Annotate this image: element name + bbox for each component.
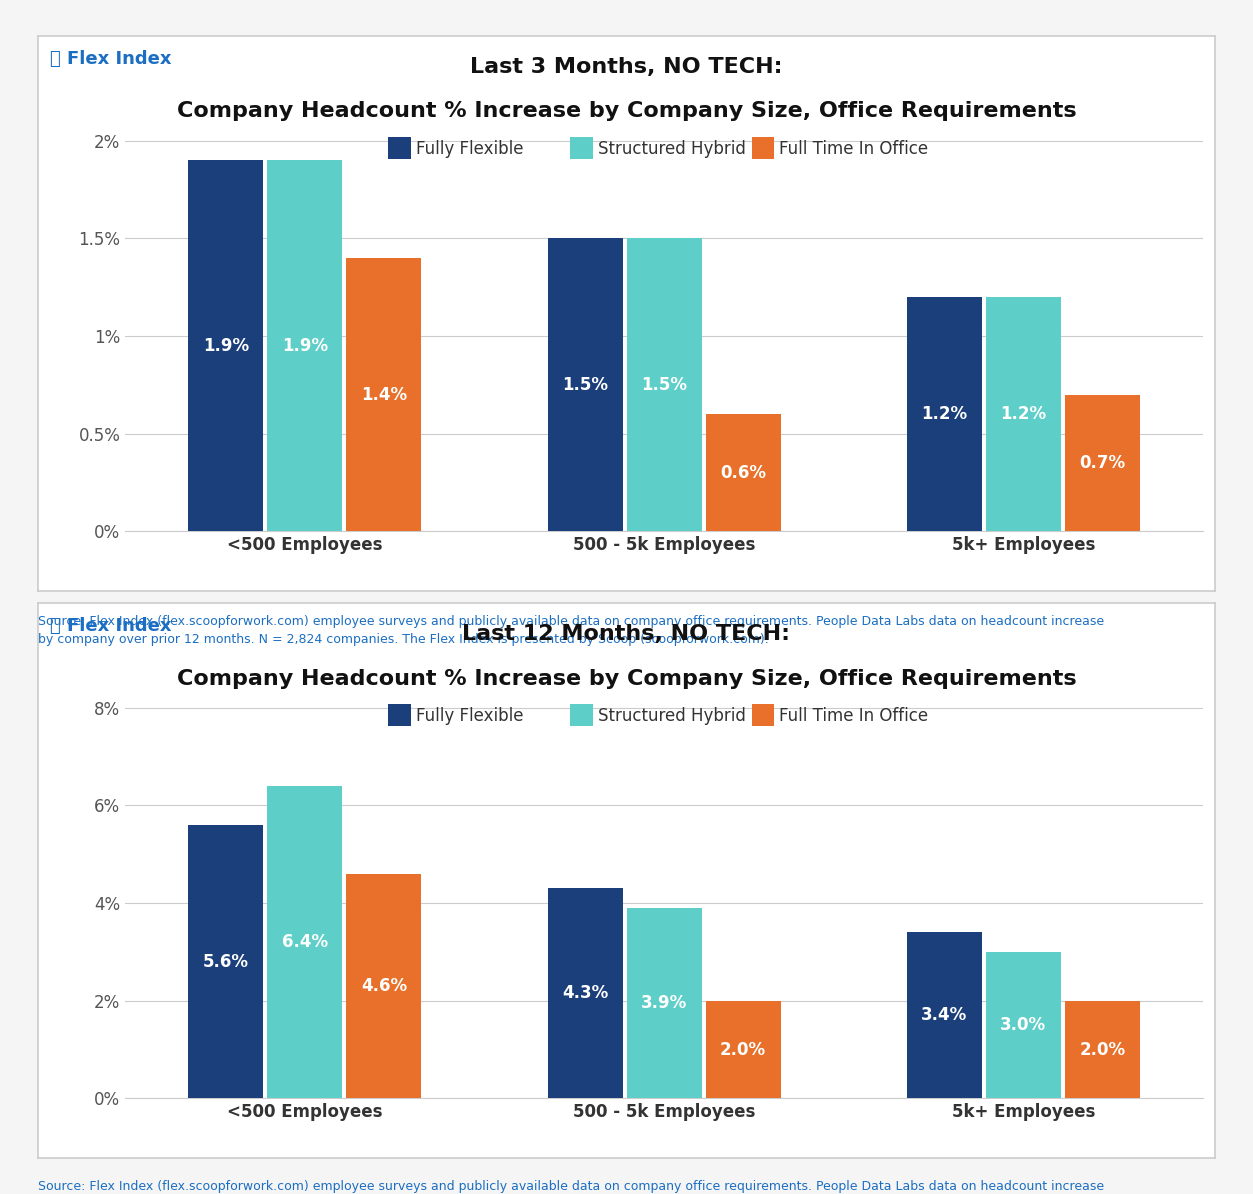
- Bar: [548, 888, 623, 1098]
- Text: 3.4%: 3.4%: [921, 1007, 967, 1024]
- Bar: [346, 258, 421, 531]
- Text: 0.7%: 0.7%: [1079, 454, 1125, 472]
- Bar: [548, 239, 623, 531]
- Text: 1.5%: 1.5%: [563, 376, 608, 394]
- Text: 1.2%: 1.2%: [1000, 405, 1046, 423]
- Text: Structured Hybrid: Structured Hybrid: [598, 707, 746, 726]
- Text: Last 12 Months, NO TECH:: Last 12 Months, NO TECH:: [462, 624, 791, 645]
- Text: Structured Hybrid: Structured Hybrid: [598, 140, 746, 159]
- Text: Fully Flexible: Fully Flexible: [416, 707, 524, 726]
- Text: 2.0%: 2.0%: [1079, 1041, 1125, 1059]
- Bar: [267, 786, 342, 1098]
- Bar: [907, 933, 982, 1098]
- Bar: [626, 907, 702, 1098]
- Bar: [986, 952, 1061, 1098]
- Text: Ⓜ Flex Index: Ⓜ Flex Index: [50, 617, 172, 635]
- Bar: [626, 239, 702, 531]
- Text: Ⓜ Flex Index: Ⓜ Flex Index: [50, 50, 172, 68]
- Text: 4.6%: 4.6%: [361, 977, 407, 995]
- Text: 1.9%: 1.9%: [203, 337, 249, 355]
- Bar: [267, 160, 342, 531]
- Text: 1.5%: 1.5%: [642, 376, 687, 394]
- Bar: [907, 297, 982, 531]
- Text: Full Time In Office: Full Time In Office: [779, 140, 928, 159]
- Text: 1.2%: 1.2%: [921, 405, 967, 423]
- Bar: [1065, 1001, 1140, 1098]
- Text: 4.3%: 4.3%: [561, 985, 608, 1003]
- Bar: [705, 1001, 781, 1098]
- Text: 2.0%: 2.0%: [720, 1041, 766, 1059]
- Bar: [986, 297, 1061, 531]
- Text: Source: Flex Index (flex.scoopforwork.com) employee surveys and publicly availab: Source: Flex Index (flex.scoopforwork.co…: [38, 1180, 1104, 1194]
- Text: 3.0%: 3.0%: [1000, 1016, 1046, 1034]
- Text: 1.9%: 1.9%: [282, 337, 328, 355]
- Text: Full Time In Office: Full Time In Office: [779, 707, 928, 726]
- Text: 0.6%: 0.6%: [720, 463, 766, 481]
- Text: 6.4%: 6.4%: [282, 934, 328, 952]
- Text: 1.4%: 1.4%: [361, 386, 407, 404]
- Bar: [346, 874, 421, 1098]
- Bar: [1065, 394, 1140, 531]
- Bar: [705, 414, 781, 531]
- Text: Company Headcount % Increase by Company Size, Office Requirements: Company Headcount % Increase by Company …: [177, 669, 1076, 689]
- Bar: [188, 825, 263, 1098]
- Text: 5.6%: 5.6%: [203, 953, 249, 971]
- Text: Company Headcount % Increase by Company Size, Office Requirements: Company Headcount % Increase by Company …: [177, 101, 1076, 122]
- Text: Last 3 Months, NO TECH:: Last 3 Months, NO TECH:: [470, 57, 783, 78]
- Bar: [188, 160, 263, 531]
- Text: Fully Flexible: Fully Flexible: [416, 140, 524, 159]
- Text: Source: Flex Index (flex.scoopforwork.com) employee surveys and publicly availab: Source: Flex Index (flex.scoopforwork.co…: [38, 615, 1104, 646]
- Text: 3.9%: 3.9%: [642, 995, 687, 1013]
